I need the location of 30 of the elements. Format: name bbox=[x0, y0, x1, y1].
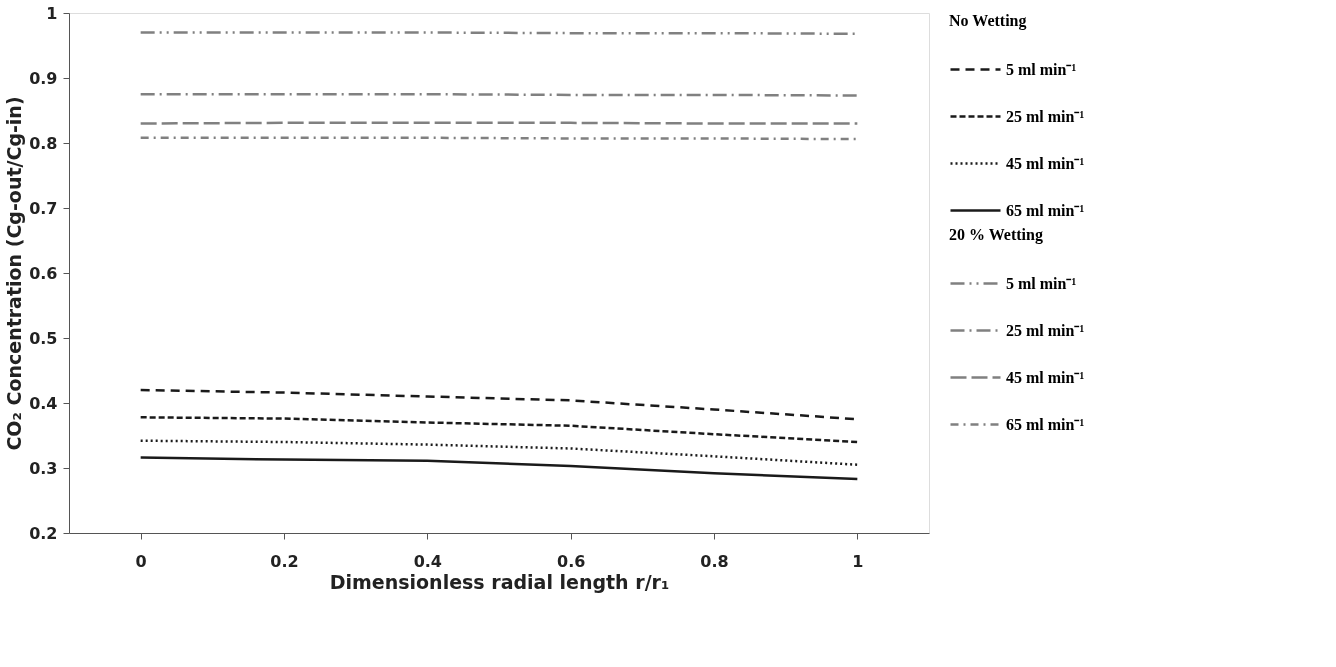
x-tick-label: 0.8 bbox=[700, 551, 729, 571]
y-tick-label: 0.8 bbox=[29, 133, 58, 153]
y-tick-label: 0.5 bbox=[29, 328, 58, 348]
legend-label: 25 ml min⁻¹ bbox=[1006, 321, 1085, 339]
legend-label: 5 ml min⁻¹ bbox=[1006, 60, 1077, 78]
y-tick-label: 0.4 bbox=[29, 393, 58, 413]
text: 20 % Wetting bbox=[949, 226, 1043, 243]
y-tick-label: 0.3 bbox=[29, 458, 58, 478]
text: No Wetting bbox=[949, 12, 1027, 29]
legend-label: 5 ml min⁻¹ bbox=[1006, 274, 1077, 292]
y-tick-label: 0.9 bbox=[29, 68, 58, 88]
x-tick-label: 0.6 bbox=[556, 551, 586, 571]
legend-label: 45 ml min⁻¹ bbox=[1006, 154, 1085, 172]
legend-label: 45 ml min⁻¹ bbox=[1006, 368, 1085, 386]
y-axis-title: CO₂ Concentration (Cg-out/Cg-in) bbox=[3, 96, 26, 451]
y-tick-label: 0.7 bbox=[29, 198, 58, 218]
x-tick-label: 0.2 bbox=[270, 551, 299, 571]
x-tick-label: 0 bbox=[135, 551, 147, 571]
line-series bbox=[139, 439, 859, 466]
y-tick-label: 1 bbox=[46, 3, 58, 23]
y-tick-label: 0.6 bbox=[29, 263, 58, 283]
line-series bbox=[139, 416, 859, 444]
y-tick-label: 0.2 bbox=[29, 523, 58, 543]
line-series bbox=[139, 456, 859, 481]
x-axis-title: Dimensionless radial length r/r₁ bbox=[329, 570, 670, 593]
x-tick-label: 0.4 bbox=[413, 551, 443, 571]
legend-label: 25 ml min⁻¹ bbox=[1006, 107, 1085, 125]
legend-label: 65 ml min⁻¹ bbox=[1006, 415, 1085, 433]
legend-label: 65 ml min⁻¹ bbox=[1006, 201, 1085, 219]
x-tick-label: 1 bbox=[852, 551, 864, 571]
